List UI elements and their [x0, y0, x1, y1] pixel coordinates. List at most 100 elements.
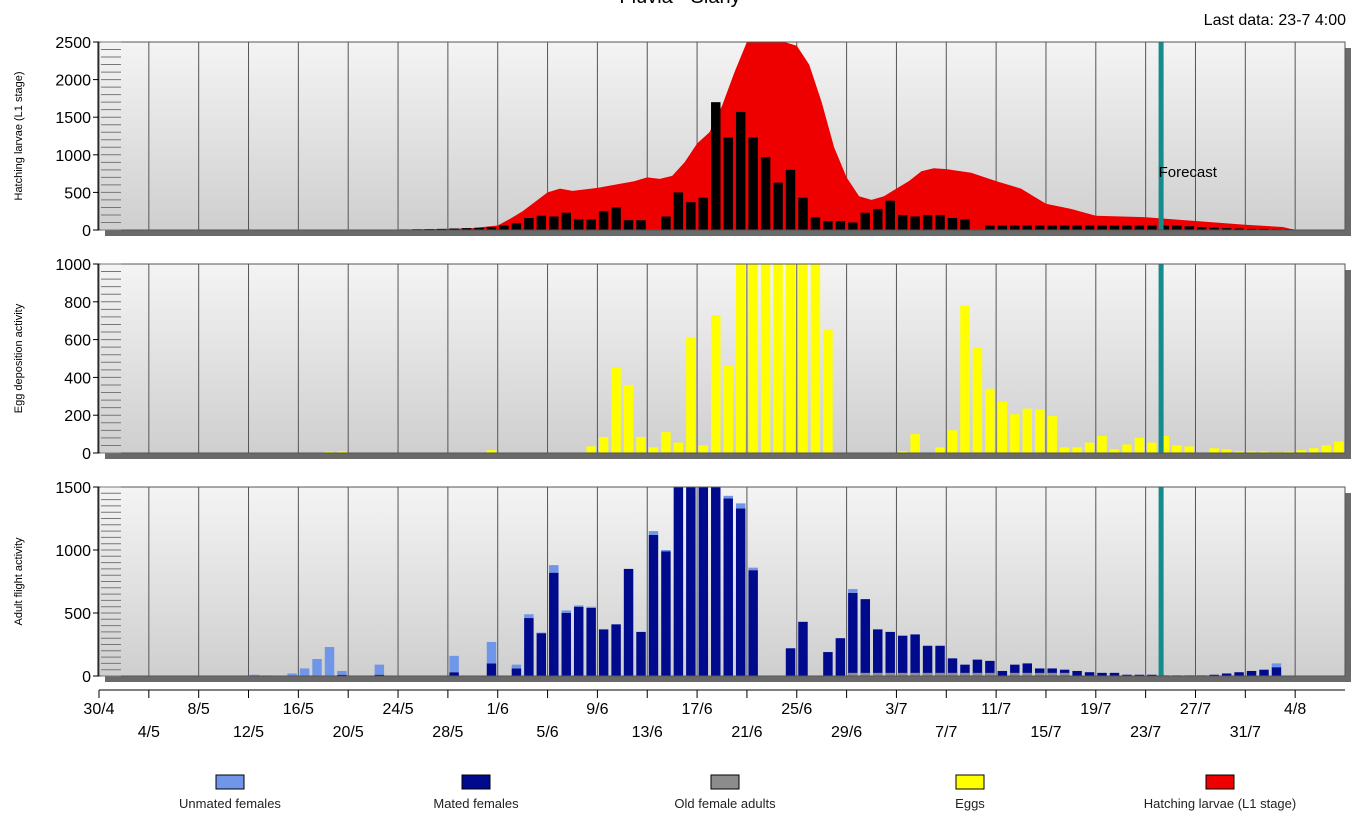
forecast-line	[1158, 42, 1164, 230]
x-tick-label: 7/7	[935, 724, 957, 741]
y-tick-label: 1000	[55, 543, 91, 560]
y-tick-label: 2500	[55, 35, 91, 52]
old-bar	[848, 672, 858, 676]
larvae-bar	[910, 216, 920, 230]
legend-swatch	[461, 774, 491, 790]
mated-bar	[486, 663, 497, 676]
mated-bar	[1097, 672, 1107, 676]
y-tick-label: 200	[64, 408, 91, 425]
mated-bar	[835, 638, 846, 676]
legend-item: Hatching larvae (L1 stage)	[1144, 774, 1296, 811]
larvae-bar	[673, 192, 684, 230]
x-tick-label: 4/8	[1284, 701, 1306, 718]
egg-bar	[1109, 449, 1120, 453]
larvae-bar	[885, 200, 895, 230]
egg-bar	[711, 315, 721, 453]
egg-bar	[748, 264, 758, 453]
larvae-bar	[873, 208, 883, 230]
egg-bar	[586, 446, 596, 453]
old-bar	[922, 672, 933, 676]
egg-bar	[1147, 442, 1157, 453]
mated-bar	[873, 629, 883, 676]
old-bar	[1059, 672, 1070, 676]
legend-swatch	[955, 774, 985, 790]
y-tick-label: 600	[64, 333, 91, 350]
x-tick-label: 9/6	[586, 701, 608, 718]
unmated-bar	[1271, 663, 1282, 668]
mated-bar	[611, 624, 621, 676]
mated-bar	[972, 659, 983, 676]
forecast-label: Forecast	[1159, 164, 1218, 181]
panel-frame	[98, 486, 1346, 677]
y-axis-label: Hatching larvae (L1 stage)	[13, 71, 25, 200]
mated-bar	[1271, 667, 1282, 676]
egg-bar	[735, 264, 746, 453]
mated-bar	[885, 631, 895, 676]
x-tick-label: 15/7	[1030, 724, 1061, 741]
larvae-bar	[1047, 225, 1057, 230]
mated-bar	[1109, 672, 1120, 676]
old-bar	[1010, 672, 1020, 676]
egg-bar	[1309, 448, 1319, 453]
mated-bar	[960, 664, 970, 676]
unmated-bar	[287, 673, 297, 676]
egg-bar	[1321, 445, 1332, 453]
egg-bar	[785, 264, 796, 453]
y-tick-label: 500	[64, 185, 91, 202]
mated-bar	[922, 645, 933, 676]
larvae-bar	[511, 223, 522, 230]
egg-bar	[897, 451, 908, 453]
legend-item: Eggs	[955, 774, 985, 811]
x-tick-label: 12/5	[233, 724, 264, 741]
y-tick-label: 500	[64, 606, 91, 623]
mated-bar	[636, 631, 646, 676]
larvae-bar	[773, 182, 783, 230]
unmated-bar	[561, 610, 571, 613]
mated-bar	[1035, 668, 1045, 676]
panel-larvae: 0 500 1000 1500 2000 2500 Hatching larvae (L1 …	[13, 35, 1351, 240]
mated-bar	[798, 621, 808, 676]
egg-bar	[611, 367, 621, 453]
legend-swatch	[1205, 774, 1235, 790]
larvae-bar	[1172, 225, 1182, 230]
larvae-bar	[573, 219, 584, 230]
x-tick-label: 8/5	[188, 701, 210, 718]
larvae-bar	[1072, 225, 1082, 230]
mated-bar	[1147, 674, 1157, 676]
larvae-bar	[536, 215, 547, 230]
larvae-bar	[835, 220, 846, 230]
larvae-bar	[461, 228, 472, 230]
egg-bar	[1246, 451, 1257, 453]
egg-bar	[1022, 408, 1032, 453]
larvae-bar	[623, 220, 634, 230]
egg-bar	[1122, 444, 1132, 453]
mated-bar	[561, 613, 571, 676]
egg-bar	[1047, 416, 1057, 453]
larvae-bar	[798, 197, 808, 230]
x-tick-label: 1/6	[487, 701, 509, 718]
mated-bar	[573, 606, 584, 676]
larvae-bar	[561, 212, 571, 230]
egg-bar	[997, 401, 1008, 453]
unmated-bar	[486, 641, 497, 664]
y-tick-label: 400	[64, 370, 91, 387]
egg-bar	[1072, 447, 1082, 453]
larvae-bar	[1122, 225, 1132, 230]
mated-bar	[1134, 674, 1145, 676]
unmated-bar	[748, 567, 758, 571]
x-tick-label: 21/6	[731, 724, 762, 741]
mated-bar	[511, 668, 522, 676]
egg-bar	[661, 432, 671, 453]
unmated-bar	[524, 614, 534, 619]
legend-swatch	[215, 774, 245, 790]
mated-bar	[735, 508, 746, 676]
unmated-bar	[573, 605, 584, 607]
unmated-bar	[848, 589, 858, 593]
egg-bar	[972, 347, 983, 453]
unmated-bar	[250, 674, 260, 676]
larvae-bar	[1010, 225, 1020, 230]
larvae-bar	[436, 228, 447, 230]
mated-bar	[623, 568, 634, 676]
egg-bar	[798, 264, 808, 453]
larvae-bar	[1059, 225, 1070, 230]
